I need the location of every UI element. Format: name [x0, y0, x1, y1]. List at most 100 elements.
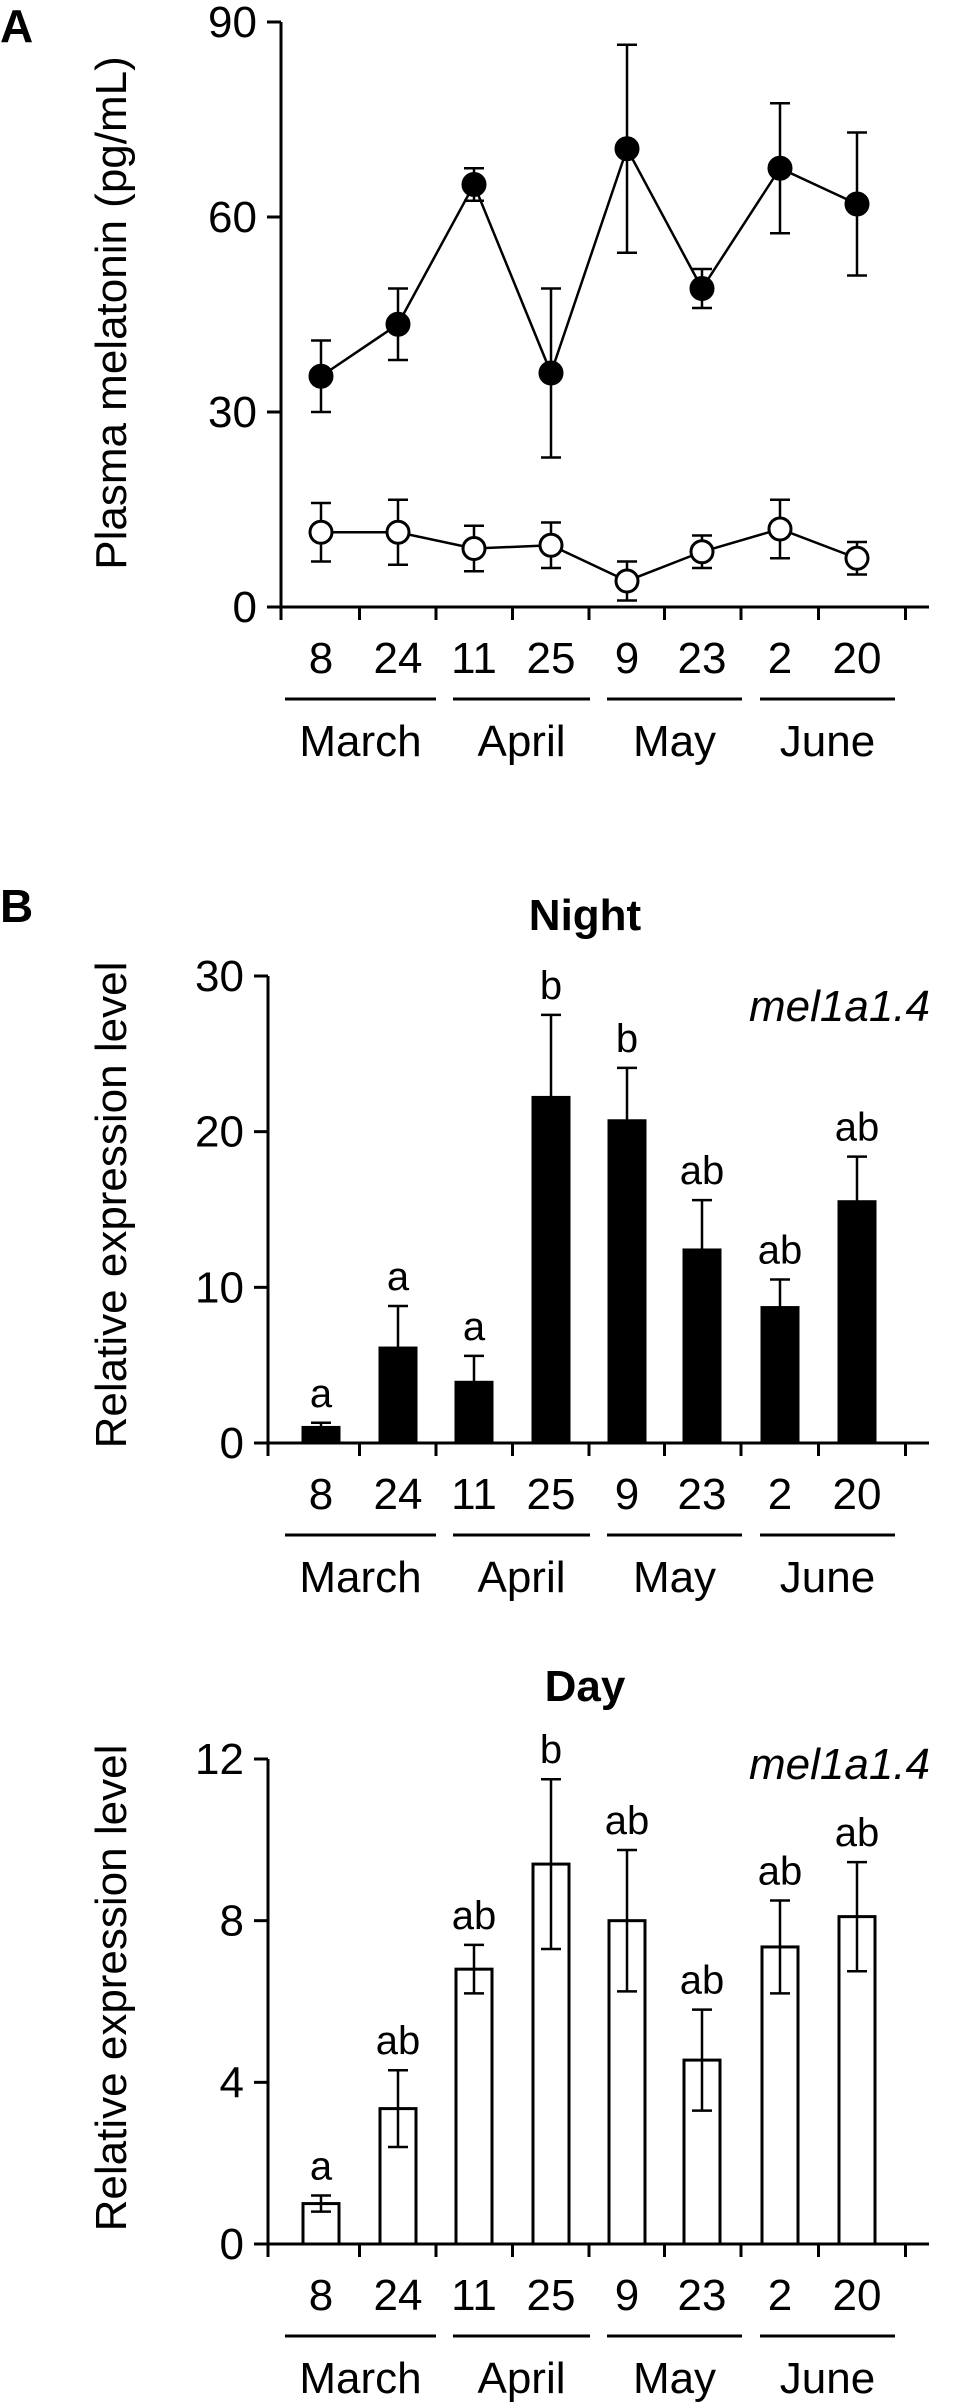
data-point — [385, 519, 411, 545]
data-point — [308, 519, 334, 545]
panel-letter: B — [0, 880, 33, 932]
bar-group: ab — [605, 1799, 650, 2246]
y-tick-label: 8 — [220, 1897, 244, 1946]
month-label: June — [780, 1553, 875, 1602]
month-label: March — [299, 2354, 421, 2403]
bar-group: a — [378, 1255, 418, 1445]
bar — [682, 1248, 722, 1445]
y-tick-label: 0 — [233, 583, 257, 632]
chart-title: Night — [529, 891, 642, 940]
y-tick-label: 20 — [195, 1108, 244, 1157]
y-tick-label: 4 — [220, 2058, 244, 2107]
x-tick-label: 23 — [678, 2271, 727, 2320]
significance-label: a — [463, 1305, 486, 1349]
significance-label: a — [310, 2145, 333, 2189]
y-axis-title: Relative expression level — [87, 1745, 136, 2232]
data-point — [461, 172, 487, 197]
x-tick-label: 2 — [768, 1470, 792, 1519]
bar-group: b — [531, 1728, 571, 2246]
bar-group: b — [607, 1017, 647, 1445]
bar-group: a — [454, 1305, 494, 1445]
x-tick-label: 11 — [451, 634, 497, 683]
y-axis-title: Relative expression level — [87, 962, 136, 1449]
month-label: May — [633, 717, 716, 766]
bar-group: ab — [680, 1959, 725, 2246]
x-tick-label: 24 — [374, 2271, 423, 2320]
significance-label: a — [387, 1255, 410, 1299]
x-tick-label: 20 — [833, 634, 882, 683]
month-label: June — [780, 717, 875, 766]
y-tick-label: 0 — [220, 2220, 244, 2269]
y-tick-label: 60 — [208, 193, 257, 242]
month-label: April — [477, 2354, 565, 2403]
bar — [607, 1119, 647, 1445]
gene-label: mel1a1.4 — [749, 1740, 930, 1789]
x-tick-label: 24 — [374, 634, 423, 683]
significance-label: b — [540, 1728, 562, 1772]
data-point — [538, 532, 564, 558]
bar-group: ab — [452, 1894, 496, 2246]
series-open — [308, 498, 870, 602]
x-tick-label: 24 — [374, 1470, 423, 1519]
data-point — [689, 539, 715, 565]
bar-group: ab — [835, 1811, 880, 2246]
bar — [454, 1380, 494, 1445]
series-line — [321, 527, 858, 583]
data-point — [844, 191, 870, 217]
panel-letter: A — [0, 0, 33, 52]
significance-label: ab — [605, 1799, 650, 1843]
x-tick-label: 9 — [615, 634, 639, 683]
significance-label: b — [540, 964, 562, 1008]
y-tick-label: 90 — [208, 0, 257, 47]
panel-a-line-chart: A Plasma melatonin (pg/mL) 0 30 60 90 8 24 11… — [0, 0, 929, 766]
data-point — [689, 276, 715, 301]
y-axis-title: Plasma melatonin (pg/mL) — [87, 56, 136, 570]
bar-group: ab — [758, 1229, 802, 1445]
bar-group: ab — [835, 1106, 880, 1445]
bar-group: ab — [376, 2019, 421, 2246]
month-label: March — [299, 717, 421, 766]
significance-label: ab — [376, 2019, 421, 2063]
significance-label: ab — [680, 1959, 725, 2003]
bar — [301, 1425, 341, 1445]
significance-label: b — [616, 1017, 638, 1061]
y-tick-label: 12 — [195, 1735, 244, 1784]
x-tick-label: 2 — [768, 634, 792, 683]
panel-b-day-bar-chart: Day mel1a1.4 Relative expression level 0… — [87, 1662, 930, 2403]
bar — [760, 1306, 800, 1445]
y-tick-label: 10 — [195, 1263, 244, 1312]
bar — [837, 1200, 877, 1445]
y-tick-label: 30 — [208, 388, 257, 437]
month-label: April — [477, 1553, 565, 1602]
x-tick-label: 11 — [451, 1470, 497, 1519]
data-point — [308, 363, 334, 389]
bar-group: ab — [680, 1149, 725, 1445]
x-tick-label: 11 — [451, 2271, 497, 2320]
x-tick-label: 9 — [615, 2271, 639, 2320]
month-label: May — [633, 1553, 716, 1602]
month-label: June — [780, 2354, 875, 2403]
y-tick-label: 30 — [195, 952, 244, 1001]
data-point — [461, 536, 487, 561]
bar — [760, 1945, 800, 2246]
x-tick-label: 23 — [678, 1470, 727, 1519]
series-filled — [308, 43, 870, 459]
x-tick-label: 25 — [527, 2271, 576, 2320]
x-tick-label: 9 — [615, 1470, 639, 1519]
bar — [531, 1095, 571, 1445]
significance-label: ab — [835, 1811, 880, 1855]
month-label: April — [477, 717, 565, 766]
x-tick-label: 8 — [309, 2271, 333, 2320]
data-point — [614, 136, 640, 162]
month-label: March — [299, 1553, 421, 1602]
significance-label: ab — [758, 1849, 803, 1893]
x-tick-label: 20 — [833, 1470, 882, 1519]
gene-label: mel1a1.4 — [749, 982, 930, 1031]
significance-label: ab — [835, 1106, 880, 1150]
x-tick-label: 8 — [309, 1470, 333, 1519]
significance-label: ab — [680, 1149, 725, 1193]
x-tick-label: 23 — [678, 634, 727, 683]
chart-title: Day — [545, 1662, 626, 1711]
data-point — [767, 516, 793, 542]
